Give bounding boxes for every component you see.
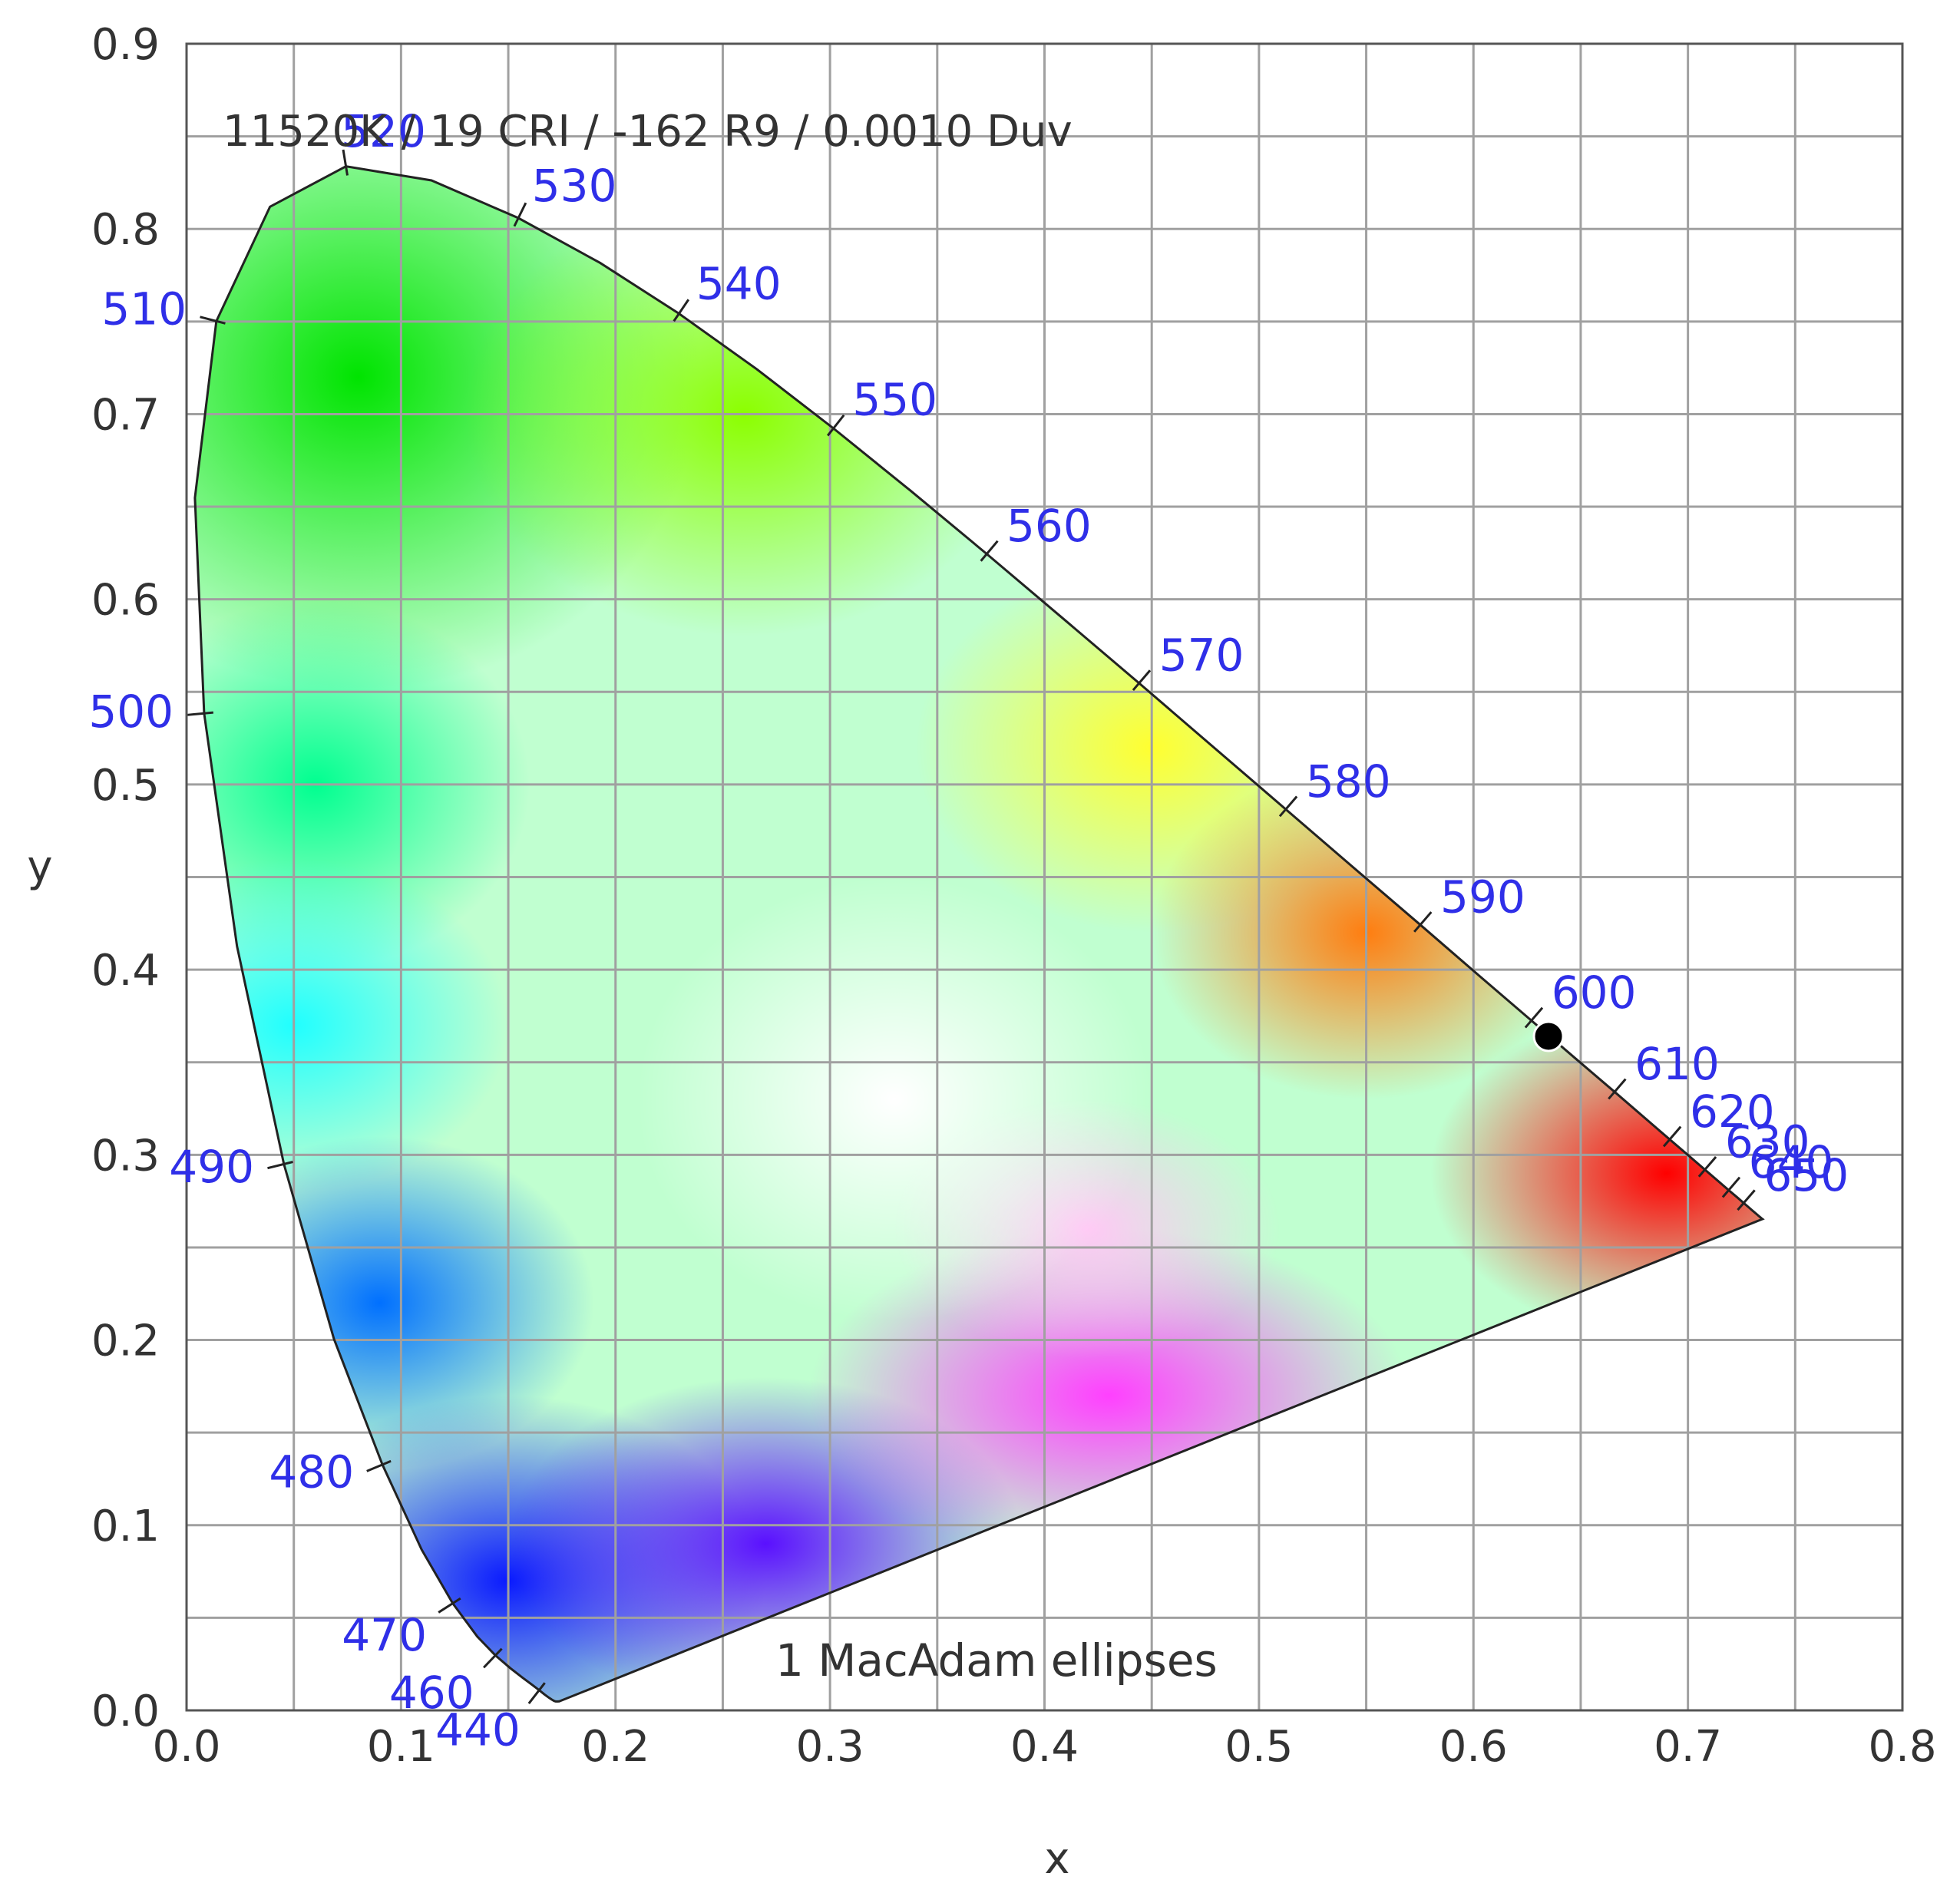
locus-tick-mark	[200, 316, 226, 325]
wavelength-label: 620	[1690, 1085, 1775, 1138]
locus-tick-mark	[1132, 669, 1152, 692]
x-tick-label: 0.7	[1654, 1722, 1722, 1772]
x-tick-label: 0.1	[367, 1722, 435, 1772]
wavelength-label: 510	[101, 283, 187, 335]
y-tick-label: 0.5	[91, 761, 160, 811]
locus-tick-mark	[673, 299, 690, 322]
wavelength-label: 570	[1159, 629, 1244, 682]
wavelength-label: 490	[169, 1141, 254, 1193]
locus-tick-mark	[527, 1682, 546, 1705]
color-region	[636, 877, 1152, 1322]
locus-tick-mark	[1524, 1006, 1544, 1029]
x-axis-ticks: 0.0 0.1 0.2 0.3 0.4 0.5 0.6 0.7 0.8	[152, 1722, 1936, 1772]
locus-tick-mark	[267, 1161, 293, 1170]
spectral-locus-outline	[193, 165, 1765, 1703]
x-tick-label: 0.2	[581, 1722, 649, 1772]
locus-tick-mark	[1608, 1078, 1627, 1100]
locus-tick-mark	[513, 202, 527, 227]
wavelength-label: 530	[532, 160, 617, 212]
spectral-locus-ticks	[187, 149, 1756, 1705]
y-tick-label: 0.4	[91, 946, 160, 996]
locus-tick-mark	[482, 1647, 503, 1669]
y-axis-title: y	[27, 842, 52, 892]
grid-lines	[187, 44, 1902, 1710]
y-tick-label: 0.9	[91, 20, 160, 70]
x-tick-label: 0.3	[796, 1722, 864, 1772]
locus-tick-mark	[1697, 1155, 1717, 1178]
y-tick-label: 0.0	[91, 1687, 160, 1736]
x-tick-label: 0.5	[1225, 1722, 1293, 1772]
x-tick-label: 0.0	[152, 1722, 220, 1772]
locus-tick-mark	[980, 540, 999, 562]
wavelength-label: 540	[696, 257, 782, 309]
y-tick-label: 0.3	[91, 1131, 160, 1181]
locus-tick-mark	[366, 1459, 392, 1472]
locus-tick-mark	[187, 711, 213, 716]
wavelength-label: 600	[1552, 966, 1637, 1019]
wavelength-label: 470	[342, 1609, 427, 1661]
x-tick-label: 0.4	[1010, 1722, 1079, 1772]
wavelength-label: 560	[1006, 500, 1092, 552]
plot-frame	[185, 42, 1904, 1712]
wavelength-label: 580	[1306, 755, 1391, 808]
wavelength-label: 550	[852, 374, 937, 426]
locus-tick-mark	[1413, 911, 1433, 933]
locus-tick-mark	[1737, 1189, 1756, 1211]
locus-tick-mark	[1662, 1125, 1682, 1148]
y-tick-label: 0.2	[91, 1317, 160, 1366]
wavelength-label: 590	[1440, 871, 1525, 923]
wavelength-label: 480	[269, 1446, 354, 1498]
wavelength-label: 630	[1725, 1115, 1810, 1168]
chromaticity-color-fill	[194, 166, 1763, 1702]
wavelength-label: 650	[1763, 1149, 1849, 1201]
y-tick-label: 0.7	[91, 390, 160, 440]
y-axis-ticks: 0.0 0.1 0.2 0.3 0.4 0.5 0.6 0.7 0.8 0.9	[91, 20, 160, 1736]
measurement-summary: 11520K / 19 CRI / -162 R9 / 0.0010 Duv	[223, 107, 1073, 157]
wavelength-label: 460	[389, 1667, 474, 1719]
wavelength-label: 520	[341, 105, 426, 157]
y-tick-label: 0.1	[91, 1502, 160, 1551]
x-tick-label: 0.8	[1868, 1722, 1936, 1772]
x-tick-label: 0.6	[1439, 1722, 1508, 1772]
y-tick-label: 0.6	[91, 576, 160, 626]
locus-tick-mark	[1278, 795, 1298, 818]
locus-tick-mark	[826, 414, 845, 437]
wavelength-label: 500	[88, 686, 174, 738]
wavelength-label: 440	[435, 1703, 521, 1756]
wavelength-label: 610	[1634, 1038, 1720, 1090]
wavelength-label: 640	[1749, 1136, 1834, 1188]
macadam-ellipses-label: 1 MacAdam ellipses	[775, 1634, 1218, 1687]
locus-tick-mark	[438, 1597, 461, 1614]
y-tick-label: 0.8	[91, 205, 160, 255]
x-axis-title: x	[1044, 1834, 1069, 1884]
locus-tick-mark	[342, 149, 349, 176]
color-region	[1430, 1006, 1763, 1340]
locus-tick-mark	[1721, 1176, 1741, 1198]
measured-chromaticity-point	[1532, 1020, 1565, 1052]
